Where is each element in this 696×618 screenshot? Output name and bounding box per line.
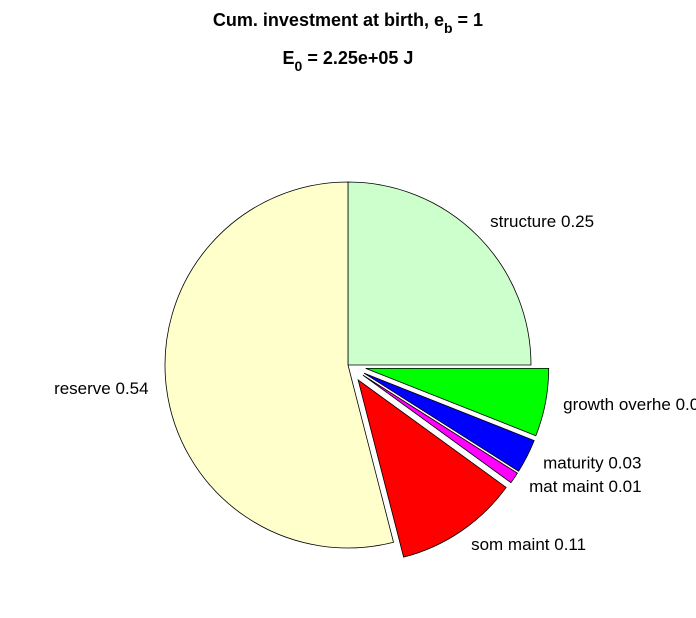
slice-label: maturity 0.03 bbox=[543, 454, 641, 473]
subtitle-subscript: 0 bbox=[295, 58, 303, 74]
slice-category: mat maint bbox=[529, 478, 604, 497]
pie-slice bbox=[362, 374, 518, 484]
pie-slice bbox=[357, 378, 507, 558]
pie-slice bbox=[164, 181, 394, 549]
slice-category: maturity bbox=[543, 454, 604, 473]
title-subscript: b bbox=[444, 20, 453, 36]
slice-category: reserve bbox=[54, 380, 111, 399]
title-text: Cum. investment at birth, e bbox=[213, 10, 444, 30]
subtitle-text: E bbox=[283, 48, 295, 68]
slice-value: 0.11 bbox=[554, 536, 586, 555]
slice-category: som maint bbox=[471, 536, 550, 555]
subtitle-text: = 2.25e+05 J bbox=[302, 48, 413, 68]
slice-label: growth overhe 0.06 bbox=[563, 396, 696, 415]
slice-category: growth overhe bbox=[563, 396, 671, 415]
title-text: = 1 bbox=[453, 10, 484, 30]
slice-value: 0.06 bbox=[676, 396, 696, 415]
slice-label: reserve 0.54 bbox=[54, 380, 149, 399]
pie-slice bbox=[363, 372, 535, 472]
slice-value: 0.25 bbox=[561, 212, 594, 231]
pie-slice bbox=[347, 181, 532, 366]
slice-category: structure bbox=[490, 212, 556, 231]
slice-label: mat maint 0.01 bbox=[529, 478, 641, 497]
slice-value: 0.01 bbox=[609, 478, 642, 497]
slice-value: 0.54 bbox=[115, 380, 148, 399]
chart-title: Cum. investment at birth, eb = 1 bbox=[213, 10, 483, 36]
chart-subtitle: E0 = 2.25e+05 J bbox=[283, 48, 414, 74]
slice-label: som maint 0.11 bbox=[471, 536, 586, 555]
slice-label: structure 0.25 bbox=[490, 212, 594, 231]
pie-slice bbox=[365, 367, 550, 437]
slice-value: 0.03 bbox=[608, 454, 641, 473]
